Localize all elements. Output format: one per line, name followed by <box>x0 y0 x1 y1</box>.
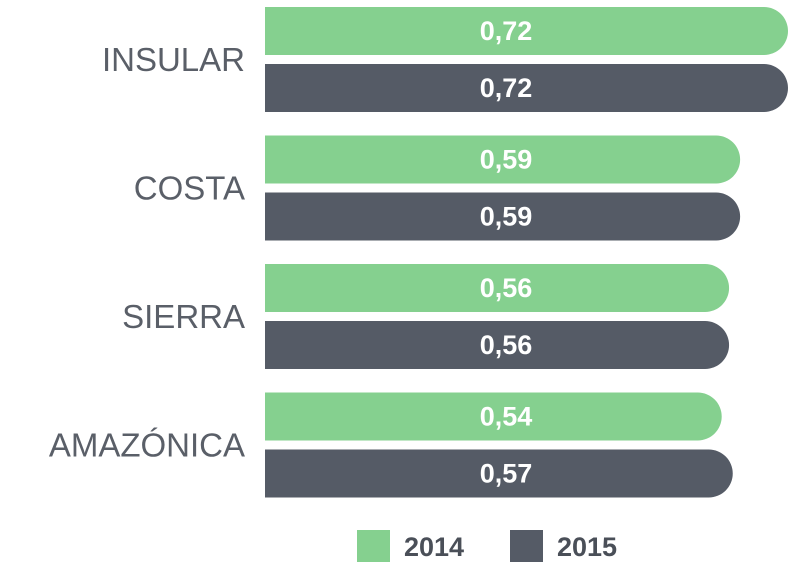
bar <box>265 449 733 498</box>
category-label: SIERRA <box>122 298 245 335</box>
value-label: 0,56 <box>480 330 533 360</box>
value-label: 0,54 <box>480 402 533 432</box>
category-label: COSTA <box>134 170 245 207</box>
legend-swatch <box>357 530 390 562</box>
value-label: 0,56 <box>480 273 533 303</box>
bar <box>265 135 741 184</box>
value-label: 0,59 <box>480 145 533 175</box>
legend-swatch <box>510 530 543 562</box>
bar <box>265 392 722 441</box>
category-label: INSULAR <box>102 41 245 78</box>
bar <box>265 321 730 369</box>
category-label: AMAZÓNICA <box>49 427 245 464</box>
bar <box>265 192 741 241</box>
bar <box>265 64 788 112</box>
value-label: 0,72 <box>480 16 533 46</box>
value-label: 0,59 <box>480 202 533 232</box>
bar <box>265 264 730 312</box>
bar <box>265 7 788 55</box>
legend-label: 2015 <box>557 532 617 562</box>
legend-label: 2014 <box>404 532 464 562</box>
value-label: 0,72 <box>480 73 533 103</box>
value-label: 0,57 <box>480 459 533 489</box>
